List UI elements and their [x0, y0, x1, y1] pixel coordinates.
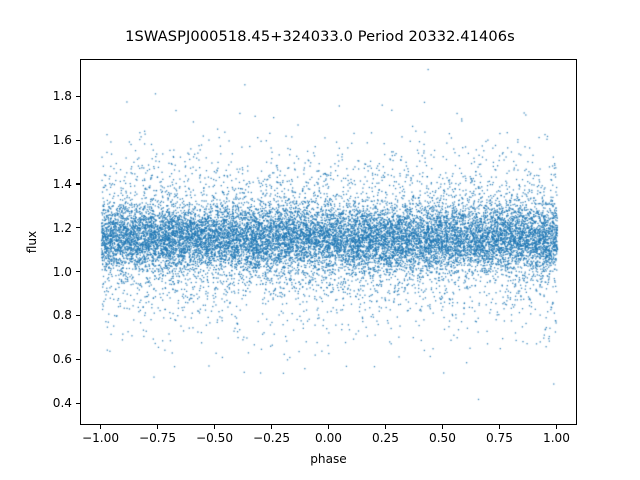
- y-axis-tick-mark: [76, 271, 80, 273]
- y-axis-label: flux: [25, 230, 39, 254]
- x-axis-tick-label: 0.25: [372, 431, 399, 445]
- x-axis-tick-label: −0.25: [252, 431, 291, 445]
- plot-axes-area: [80, 59, 577, 425]
- y-axis-tick-label: 1.8: [52, 89, 72, 104]
- x-axis-tick-mark: [498, 425, 501, 429]
- page-title: 1SWASPJ000518.45+324033.0 Period 20332.4…: [125, 28, 515, 45]
- y-axis-tick-mark: [76, 314, 80, 317]
- y-axis-tick-mark: [76, 358, 80, 360]
- y-axis-tick-label: 1.6: [52, 133, 72, 148]
- y-axis-tick-mark: [76, 183, 80, 185]
- y-axis-tick-mark: [76, 227, 80, 229]
- x-axis-tick-mark: [441, 425, 444, 429]
- y-axis-tick-mark: [76, 402, 80, 404]
- x-axis-tick-mark: [555, 425, 558, 429]
- scatter-plot-points: [81, 60, 576, 424]
- x-axis-label: phase: [310, 452, 347, 466]
- x-axis-tick-label: −0.50: [195, 431, 234, 445]
- x-axis-tick-mark: [100, 425, 102, 429]
- x-axis-tick-label: 1.00: [543, 431, 570, 445]
- y-axis-tick-label: 1.0: [52, 264, 72, 279]
- y-axis-tick-mark: [76, 95, 80, 97]
- y-axis-tick-mark: [76, 139, 80, 141]
- x-axis-tick-label: −0.75: [138, 431, 177, 445]
- x-axis-tick-mark: [157, 425, 159, 429]
- y-axis-tick-label: 0.4: [52, 396, 72, 411]
- x-axis-tick-mark: [214, 425, 216, 429]
- y-axis-tick-label: 0.8: [52, 308, 72, 323]
- y-axis-tick-label: 1.2: [52, 220, 72, 235]
- x-axis-tick-label: −1.00: [81, 431, 120, 445]
- x-axis-tick-label: 0.00: [315, 431, 342, 445]
- x-axis-tick-label: 0.75: [486, 431, 513, 445]
- y-axis-tick-label: 1.4: [52, 176, 72, 191]
- y-axis-tick-label: 0.6: [52, 352, 72, 367]
- x-axis-tick-label: 0.50: [429, 431, 456, 445]
- x-axis-tick-mark: [384, 425, 387, 429]
- x-axis-tick-mark: [271, 425, 273, 429]
- x-axis-tick-mark: [328, 425, 330, 429]
